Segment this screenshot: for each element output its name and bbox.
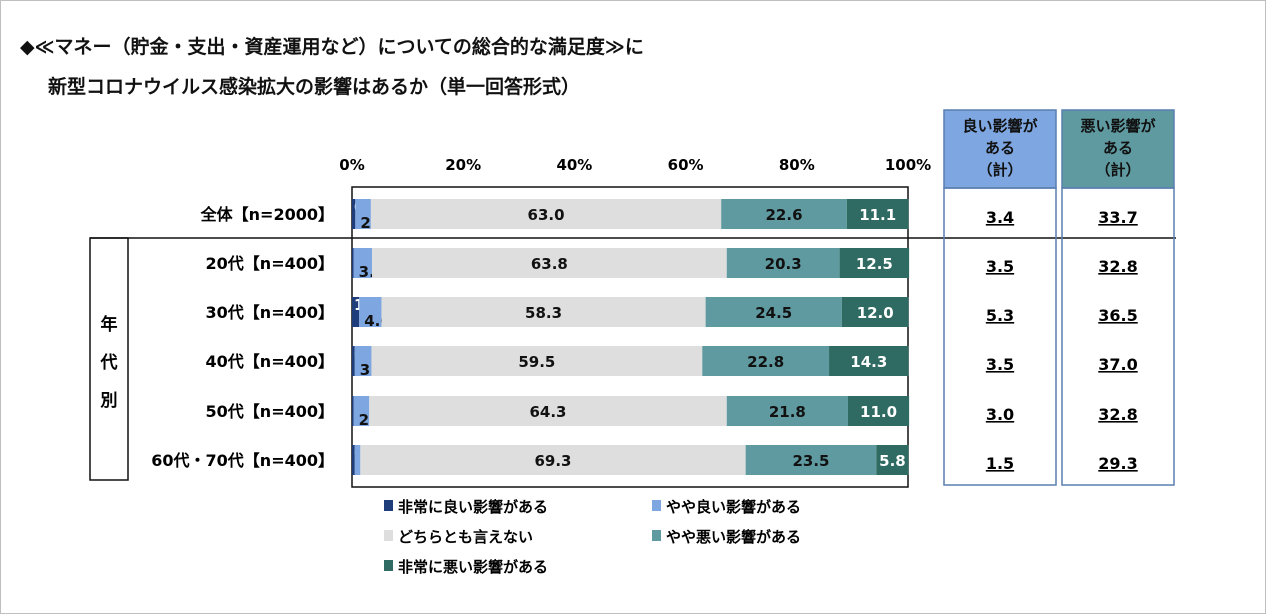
x-tick-label: 80%: [779, 156, 815, 174]
summary-column-box: [943, 187, 1057, 486]
bar-segment: [359, 297, 382, 327]
data-label: 20.3: [765, 255, 802, 273]
bar-segment: [846, 199, 909, 229]
bar-segment: [352, 199, 356, 229]
bar-segment: [369, 396, 727, 426]
summary-header-text: ある: [1103, 139, 1133, 157]
bar-segment: [829, 346, 909, 376]
data-label: 69.3: [534, 452, 571, 470]
category-label: 40代【n=400】: [206, 352, 334, 371]
bar-segment: [352, 248, 354, 278]
bar-segment: [372, 248, 727, 278]
x-tick-label: 60%: [668, 156, 704, 174]
bar-segment: [353, 396, 370, 426]
data-label: 22.6: [766, 206, 803, 224]
data-label: 64.3: [529, 403, 566, 421]
group-label-char: 代: [100, 352, 118, 373]
legend-swatch: [652, 500, 661, 511]
legend-label: どちらとも言えない: [398, 528, 533, 546]
data-label: 12.5: [856, 255, 893, 273]
summary-value: 3.4: [986, 208, 1014, 227]
data-label: 21.8: [769, 403, 806, 421]
bar-segment: [705, 297, 842, 327]
legend-label: やや良い影響がある: [666, 498, 801, 516]
bar-segment: [352, 396, 354, 426]
bar-segment: [726, 396, 848, 426]
bar-segment: [371, 346, 703, 376]
bar-segment: [745, 445, 877, 475]
data-label: 63.8: [531, 255, 568, 273]
chart-subtitle: 新型コロナウイルス感染拡大の影響はあるか（単一回答形式）: [48, 76, 581, 98]
plot-area: [351, 186, 909, 488]
bar-segment: [352, 297, 360, 327]
bar-segment: [721, 199, 847, 229]
bar-segment: [381, 297, 706, 327]
bar-segment: [841, 297, 909, 327]
summary-header-box: [1061, 109, 1175, 189]
summary-value: 3.0: [986, 405, 1014, 424]
data-label: 5.8: [879, 452, 906, 470]
bar-segment: [876, 445, 909, 475]
summary-value: 3.5: [986, 257, 1014, 276]
summary-value: 37.0: [1098, 355, 1137, 374]
summary-header-text: ある: [985, 139, 1015, 157]
legend-swatch: [384, 500, 393, 511]
data-label: 63.0: [528, 206, 565, 224]
chart-title: ◆≪マネー（貯金・支出・資産運用など）についての総合的な満足度≫に: [20, 36, 644, 58]
legend-swatch: [384, 560, 393, 571]
bar-segment: [702, 346, 830, 376]
bar-segment: [353, 248, 373, 278]
summary-value: 33.7: [1098, 208, 1137, 227]
x-tick-label: 100%: [885, 156, 931, 174]
bar-segment: [354, 346, 372, 376]
category-label: 全体【n=2000】: [200, 205, 334, 224]
bar-segment: [847, 396, 910, 426]
x-tick-label: 0%: [339, 156, 364, 174]
bar-segment: [352, 445, 355, 475]
summary-value: 29.3: [1098, 454, 1137, 473]
category-label: 20代【n=400】: [206, 254, 334, 273]
bar-segment: [839, 248, 910, 278]
legend-swatch: [652, 530, 661, 541]
x-tick-label: 40%: [556, 156, 592, 174]
legend-label: 非常に良い影響がある: [398, 498, 548, 516]
bar-segment: [352, 346, 355, 376]
summary-header-text: 良い影響が: [962, 117, 1038, 135]
group-label-char: 別: [100, 391, 118, 411]
summary-header-text: （計）: [1095, 161, 1140, 179]
legend-swatch: [384, 530, 393, 541]
bar-segment: [355, 199, 371, 229]
summary-value: 32.8: [1098, 257, 1137, 276]
data-label: 23.5: [792, 452, 829, 470]
category-label: 50代【n=400】: [206, 402, 334, 421]
data-label: 11.1: [859, 206, 896, 224]
bar-segment: [354, 445, 361, 475]
legend-label: やや悪い影響がある: [666, 528, 801, 546]
group-label-char: 年: [101, 314, 118, 335]
bar-segment: [726, 248, 840, 278]
data-label: 24.5: [755, 304, 792, 322]
bar-segment: [370, 199, 722, 229]
category-label: 60代・70代【n=400】: [151, 451, 334, 470]
summary-value: 32.8: [1098, 405, 1137, 424]
summary-column-box: [1061, 187, 1175, 486]
x-tick-label: 20%: [445, 156, 481, 174]
category-label: 30代【n=400】: [206, 303, 334, 322]
data-label: 14.3: [850, 353, 887, 371]
data-label: 58.3: [525, 304, 562, 322]
group-box: [89, 237, 129, 481]
data-label: 59.5: [518, 353, 555, 371]
summary-header-text: （計）: [977, 161, 1022, 179]
summary-value: 3.5: [986, 355, 1014, 374]
summary-header-text: 悪い影響が: [1080, 117, 1156, 135]
summary-value: 5.3: [986, 306, 1014, 325]
bar-segment: [360, 445, 746, 475]
data-label: 22.8: [747, 353, 784, 371]
data-label: 12.0: [857, 304, 894, 322]
data-label: 11.0: [860, 403, 897, 421]
summary-value: 1.5: [986, 454, 1014, 473]
summary-value: 36.5: [1098, 306, 1137, 325]
legend-label: 非常に悪い影響がある: [398, 558, 548, 576]
